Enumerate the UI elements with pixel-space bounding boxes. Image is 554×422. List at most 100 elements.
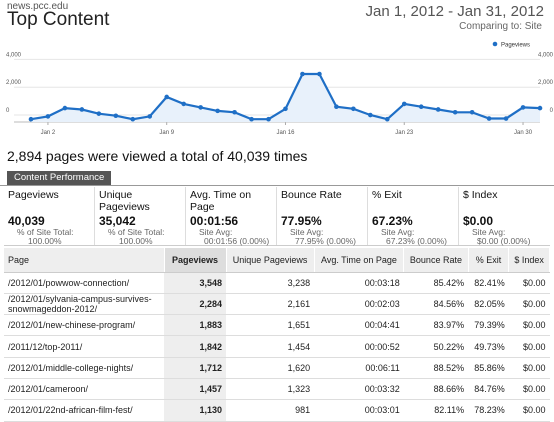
- pageviews-value: 2,284: [164, 293, 226, 316]
- page-link[interactable]: /2011/12/top-2011/: [4, 335, 164, 358]
- metric-sub-value: 100.00%: [119, 236, 153, 246]
- index-value: $0.00: [508, 378, 550, 401]
- metric-label: Avg. Time on Page: [190, 189, 252, 213]
- table-row: /2012/01/sylvania-campus-survives-snowma…: [4, 293, 550, 316]
- avg-time-value: 00:03:18: [314, 272, 404, 294]
- y-tick-label-left: 4,000: [6, 52, 22, 58]
- page-link[interactable]: /2012/01/middle-college-nights/: [4, 357, 164, 379]
- tab-content-performance[interactable]: Content Performance: [7, 171, 112, 185]
- metric-label: Pageviews: [8, 189, 59, 201]
- y-tick-label-left: 2,000: [6, 80, 22, 86]
- index-value: $0.00: [508, 272, 550, 294]
- data-point: [198, 105, 203, 110]
- metric-sub-value: 77.95% (0.00%): [295, 236, 356, 246]
- bounce-rate-value: 84.56%: [403, 293, 469, 316]
- data-point: [368, 112, 373, 118]
- page-link[interactable]: /2012/01/powwow-connection/: [4, 272, 164, 294]
- table-row: /2012/01/22nd-african-film-fest/1,130 981…: [4, 399, 550, 422]
- metric-sub: % of Site Total:: [17, 227, 74, 237]
- data-point: [266, 116, 271, 122]
- exit-value: 82.05%: [468, 293, 509, 316]
- column-header-avg-time[interactable]: Avg. Time on Page: [314, 248, 405, 273]
- y-tick-label-left: 0: [6, 108, 10, 114]
- metric-label: % Exit: [372, 189, 402, 201]
- column-header-index[interactable]: $ Index: [508, 248, 550, 273]
- table-row: /2012/01/cameroon/1,457 1,323 00:03:32 88.6…: [4, 378, 550, 401]
- avg-time-value: 00:00:52: [314, 335, 404, 358]
- unique-pageviews-value: 1,651: [226, 314, 315, 337]
- bounce-rate-value: 83.97%: [403, 314, 469, 337]
- exit-value: 82.41%: [468, 272, 509, 294]
- x-tick-label: Jan 23: [395, 130, 414, 136]
- column-header-bounce-rate[interactable]: Bounce Rate: [403, 248, 469, 273]
- metric-sub-value: 00:01:56 (0.00%): [204, 236, 270, 246]
- data-point: [113, 113, 119, 119]
- data-point: [351, 106, 356, 112]
- data-point: [452, 109, 458, 115]
- exit-value: 79.39%: [468, 314, 509, 337]
- data-point: [401, 101, 407, 107]
- column-header-page[interactable]: Page: [4, 248, 165, 273]
- column-header-exit[interactable]: % Exit: [468, 248, 510, 273]
- data-point: [300, 71, 305, 77]
- page-link[interactable]: /2012/01/new-chinese-program/: [4, 314, 164, 337]
- legend-marker: [492, 41, 498, 47]
- unique-pageviews-value: 3,238: [226, 272, 315, 294]
- index-value: $0.00: [508, 399, 550, 422]
- unique-pageviews-value: 1,620: [226, 357, 315, 379]
- x-tick-label: Jan 2: [41, 130, 56, 136]
- table-header-row: Page Pageviews Unique Pageviews Avg. Tim…: [4, 248, 550, 273]
- metric-exit: % Exit 67.23% Site Avg: 67.23% (0.00%): [368, 187, 459, 246]
- metric-label: $ Index: [463, 189, 498, 201]
- data-point: [62, 105, 68, 111]
- metric-value: $0.00: [463, 214, 494, 228]
- avg-time-value: 00:02:03: [314, 293, 404, 316]
- metric-value: 40,039: [8, 214, 45, 228]
- exit-value: 78.23%: [468, 399, 509, 422]
- bounce-rate-value: 50.22%: [403, 335, 469, 358]
- data-point: [317, 71, 322, 77]
- unique-pageviews-value: 2,161: [226, 293, 315, 316]
- table-row: /2012/01/new-chinese-program/1,883 1,651 0…: [4, 314, 550, 337]
- avg-time-value: 00:06:11: [314, 357, 404, 379]
- metric-unique-pageviews: Unique Pageviews 35,042 % of Site Total:…: [95, 187, 186, 246]
- data-point: [130, 116, 136, 122]
- table-row: /2012/01/powwow-connection/3,548 3,238 00:…: [4, 272, 550, 294]
- bounce-rate-value: 85.42%: [403, 272, 469, 294]
- avg-time-value: 00:04:41: [314, 314, 404, 337]
- metric-sub-value: 67.23% (0.00%): [386, 236, 447, 246]
- pageviews-value: 3,548: [164, 272, 226, 294]
- date-range-picker[interactable]: Jan 1, 2012 - Jan 31, 2012: [365, 3, 544, 20]
- pageviews-value: 1,712: [164, 357, 226, 379]
- column-header-unique-pageviews[interactable]: Unique Pageviews: [226, 248, 315, 273]
- data-point: [486, 116, 492, 121]
- data-point: [334, 104, 339, 109]
- metric-index: $ Index $0.00 Site Avg: $0.00 (0.00%): [459, 187, 550, 246]
- page-link[interactable]: /2012/01/cameroon/: [4, 378, 164, 401]
- bounce-rate-value: 82.11%: [403, 399, 469, 422]
- page-link[interactable]: /2012/01/22nd-african-film-fest/: [4, 399, 164, 422]
- metric-value: 67.23%: [372, 214, 413, 228]
- data-point: [503, 116, 509, 121]
- data-point: [181, 101, 186, 107]
- y-tick-label-right: 4,000: [538, 52, 554, 58]
- metric-sub: Site Avg:: [199, 227, 233, 237]
- column-header-pageviews[interactable]: Pageviews: [164, 248, 227, 273]
- unique-pageviews-value: 1,454: [226, 335, 315, 358]
- series-area: [31, 74, 540, 122]
- summary-text: 2,894 pages were viewed a total of 40,03…: [7, 148, 308, 164]
- exit-value: 84.76%: [468, 378, 509, 401]
- data-point: [96, 111, 102, 116]
- report-header: news.pcc.edu Top Content Jan 1, 2012 - J…: [0, 0, 554, 40]
- page-title: Top Content: [7, 9, 110, 30]
- y-tick-label-right: 2,000: [538, 80, 554, 86]
- pageviews-value: 1,842: [164, 335, 226, 358]
- metric-bounce-rate: Bounce Rate 77.95% Site Avg: 77.95% (0.0…: [277, 187, 368, 246]
- avg-time-value: 00:03:01: [314, 399, 404, 422]
- index-value: $0.00: [508, 357, 550, 379]
- content-table: Page Pageviews Unique Pageviews Avg. Tim…: [4, 248, 550, 422]
- data-point: [384, 116, 390, 122]
- metric-sub-value: $0.00 (0.00%): [477, 236, 531, 246]
- page-link[interactable]: /2012/01/sylvania-campus-survives-snowma…: [4, 293, 164, 316]
- data-point: [215, 108, 220, 114]
